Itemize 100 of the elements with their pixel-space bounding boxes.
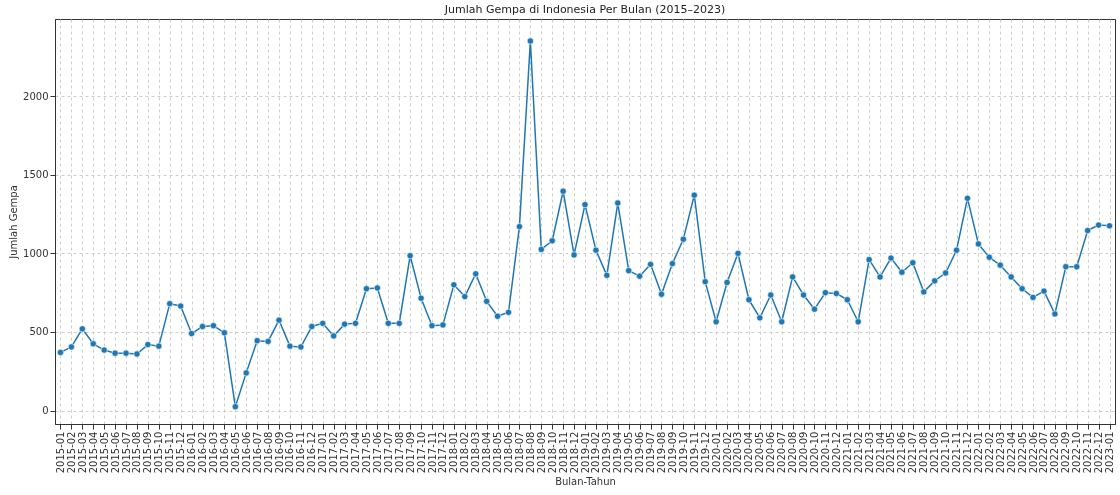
x-tick-label: 2015-10 [153,431,165,474]
x-tick-label: 2017-10 [415,431,427,474]
x-tick-label: 2018-05 [492,431,504,474]
x-tick-label: 2015-11 [164,431,176,474]
x-tick-label: 2020-08 [787,431,799,474]
y-axis-title: Jumlah Gempa [8,185,20,260]
x-tick-label: 2015-04 [87,431,99,474]
x-tick-label: 2021-02 [852,431,864,474]
x-tick-label: 2021-03 [863,431,875,474]
x-tick-label: 2021-12 [961,431,973,474]
x-tick-label: 2022-05 [1016,431,1028,474]
x-tick-label: 2018-06 [503,431,515,474]
x-tick-label: 2016-02 [197,431,209,474]
x-tick-label: 2018-11 [557,431,569,474]
x-tick-label: 2016-12 [306,431,318,474]
x-tick-label: 2022-02 [983,431,995,474]
x-tick-label: 2015-12 [175,431,187,474]
x-tick-label: 2018-10 [546,431,558,474]
x-tick-label: 2015-05 [98,431,110,474]
x-tick-label: 2019-10 [677,431,689,474]
x-tick-label: 2020-05 [754,431,766,474]
x-tick-label: 2015-02 [65,431,77,474]
x-tick-label: 2021-07 [907,431,919,474]
x-tick-label: 2019-07 [645,431,657,474]
x-tick-label: 2019-02 [590,431,602,474]
x-tick-label: 2021-08 [918,431,930,474]
x-tick-label: 2021-10 [940,431,952,474]
x-tick-label: 2018-03 [470,431,482,474]
x-tick-label: 2020-09 [798,431,810,474]
x-tick-label: 2022-08 [1049,431,1061,474]
x-tick-label: 2016-04 [218,431,230,474]
x-tick-label: 2019-06 [634,431,646,474]
y-tick-label: 1000 [23,247,49,259]
x-tick-label: 2022-09 [1060,431,1072,474]
x-tick-label: 2019-01 [579,431,591,474]
chart-title: Jumlah Gempa di Indonesia Per Bulan (2015–2023) [443,3,726,16]
x-tick-label: 2018-07 [513,431,525,474]
x-tick-label: 2022-03 [994,431,1006,474]
x-tick-label: 2017-04 [350,431,362,474]
x-tick-label: 2022-11 [1082,431,1094,474]
x-tick-label: 2016-05 [229,431,241,474]
x-tick-label: 2020-06 [765,431,777,474]
x-tick-label: 2022-12 [1093,431,1105,474]
x-tick-label: 2017-07 [382,431,394,474]
x-tick-label: 2020-02 [721,431,733,474]
x-tick-label: 2021-05 [885,431,897,474]
x-tick-label: 2017-03 [339,431,351,474]
x-tick-label: 2021-09 [929,431,941,474]
x-tick-label: 2020-10 [808,431,820,474]
x-tick-label: 2021-01 [841,431,853,474]
x-tick-label: 2021-04 [874,431,886,474]
x-tick-label: 2016-07 [251,431,263,474]
x-tick-label: 2017-11 [426,431,438,474]
x-tick-label: 2020-12 [830,431,842,474]
x-axis-title: Bulan-Tahun [555,476,616,488]
x-tick-label: 2015-09 [142,431,154,474]
y-tick-label: 500 [29,326,49,338]
x-tick-label: 2015-07 [120,431,132,474]
y-tick-label: 2000 [23,90,49,102]
x-tick-label: 2020-07 [776,431,788,474]
x-tick-label: 2022-07 [1038,431,1050,474]
x-tick-label: 2017-08 [393,431,405,474]
x-tick-label: 2020-04 [743,431,755,474]
x-tick-label: 2017-12 [437,431,449,474]
x-tick-label: 2018-08 [524,431,536,474]
x-tick-label: 2016-06 [240,431,252,474]
x-tick-label: 2021-06 [896,431,908,474]
x-tick-label: 2017-06 [371,431,383,474]
x-tick-label: 2016-11 [295,431,307,474]
x-tick-label: 2020-03 [732,431,744,474]
x-tick-label: 2022-10 [1071,431,1083,474]
x-tick-label: 2017-01 [317,431,329,474]
x-tick-label: 2021-11 [951,431,963,474]
x-tick-label: 2016-01 [186,431,198,474]
x-tick-label: 2019-11 [688,431,700,474]
x-tick-label: 2018-04 [481,431,493,474]
x-tick-label: 2019-08 [655,431,667,474]
x-tick-label: 2019-05 [623,431,635,474]
x-tick-label: 2022-01 [972,431,984,474]
x-tick-label: 2016-09 [273,431,285,474]
x-tick-label: 2020-01 [710,431,722,474]
x-tick-label: 2020-11 [819,431,831,474]
x-tick-label: 2019-09 [666,431,678,474]
x-tick-label: 2018-02 [459,431,471,474]
x-tick-label: 2017-02 [328,431,340,474]
y-tick-label: 1500 [23,169,49,181]
x-tick-label: 2016-10 [284,431,296,474]
x-tick-label: 2019-03 [601,431,613,474]
x-tick-label: 2017-09 [404,431,416,474]
x-tick-label: 2019-12 [699,431,711,474]
x-tick-label: 2022-06 [1027,431,1039,474]
x-tick-label: 2016-08 [262,431,274,474]
x-tick-label: 2019-04 [612,431,624,474]
x-tick-label: 2015-03 [76,431,88,474]
x-tick-label: 2023-01 [1104,431,1116,474]
x-tick-label: 2022-04 [1005,431,1017,474]
x-tick-label: 2017-05 [360,431,372,474]
x-tick-label: 2016-03 [207,431,219,474]
x-tick-label: 2018-09 [535,431,547,474]
y-tick-label: 0 [42,405,49,417]
